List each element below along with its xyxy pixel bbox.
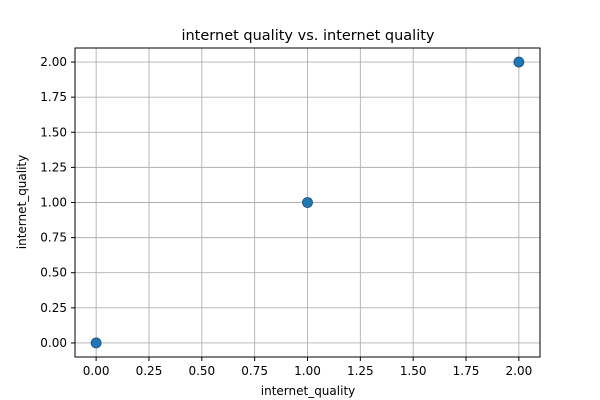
x-tick-label: 0.25: [136, 364, 163, 378]
y-tick-label: 0.25: [40, 301, 67, 315]
y-tick-label: 0.00: [40, 336, 67, 350]
x-tick-label: 1.00: [294, 364, 321, 378]
x-tick-label: 1.75: [453, 364, 480, 378]
y-tick-label: 1.50: [40, 125, 67, 139]
y-axis-label: internet_quality: [15, 155, 29, 250]
chart-title: internet quality vs. internet quality: [181, 28, 434, 44]
data-points: [90, 56, 525, 349]
x-tick-label: 1.50: [400, 364, 427, 378]
x-axis-label: internet_quality: [261, 384, 356, 398]
ticks: 0.00 0.25 0.50 0.75 1.00 1.25 1.50 1.75 2.00 0.00…: [40, 55, 532, 378]
x-tick-label: 0.75: [241, 364, 268, 378]
y-tick-label: 0.75: [40, 231, 67, 245]
y-tick-label: 1.00: [40, 196, 67, 210]
x-tick-label: 0.00: [83, 364, 110, 378]
data-point: [302, 197, 313, 208]
y-tick-label: 0.50: [40, 266, 67, 280]
y-tick-label: 1.25: [40, 160, 67, 174]
x-tick-label: 0.50: [188, 364, 215, 378]
data-point: [90, 337, 102, 349]
data-point: [513, 56, 525, 68]
x-tick-label: 1.25: [347, 364, 374, 378]
y-tick-label: 2.00: [40, 55, 67, 69]
y-tick-label: 1.75: [40, 90, 67, 104]
x-tick-label: 2.00: [506, 364, 533, 378]
